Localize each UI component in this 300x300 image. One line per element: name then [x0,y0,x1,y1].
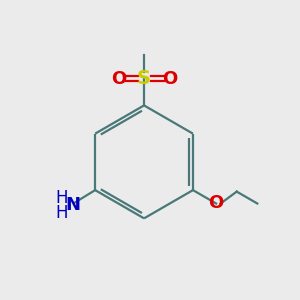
Text: S: S [137,69,151,88]
Text: H: H [56,189,68,207]
Text: H: H [56,204,68,222]
Text: O: O [208,194,224,212]
Text: O: O [111,70,126,88]
Text: O: O [162,70,177,88]
Text: N: N [65,196,80,214]
